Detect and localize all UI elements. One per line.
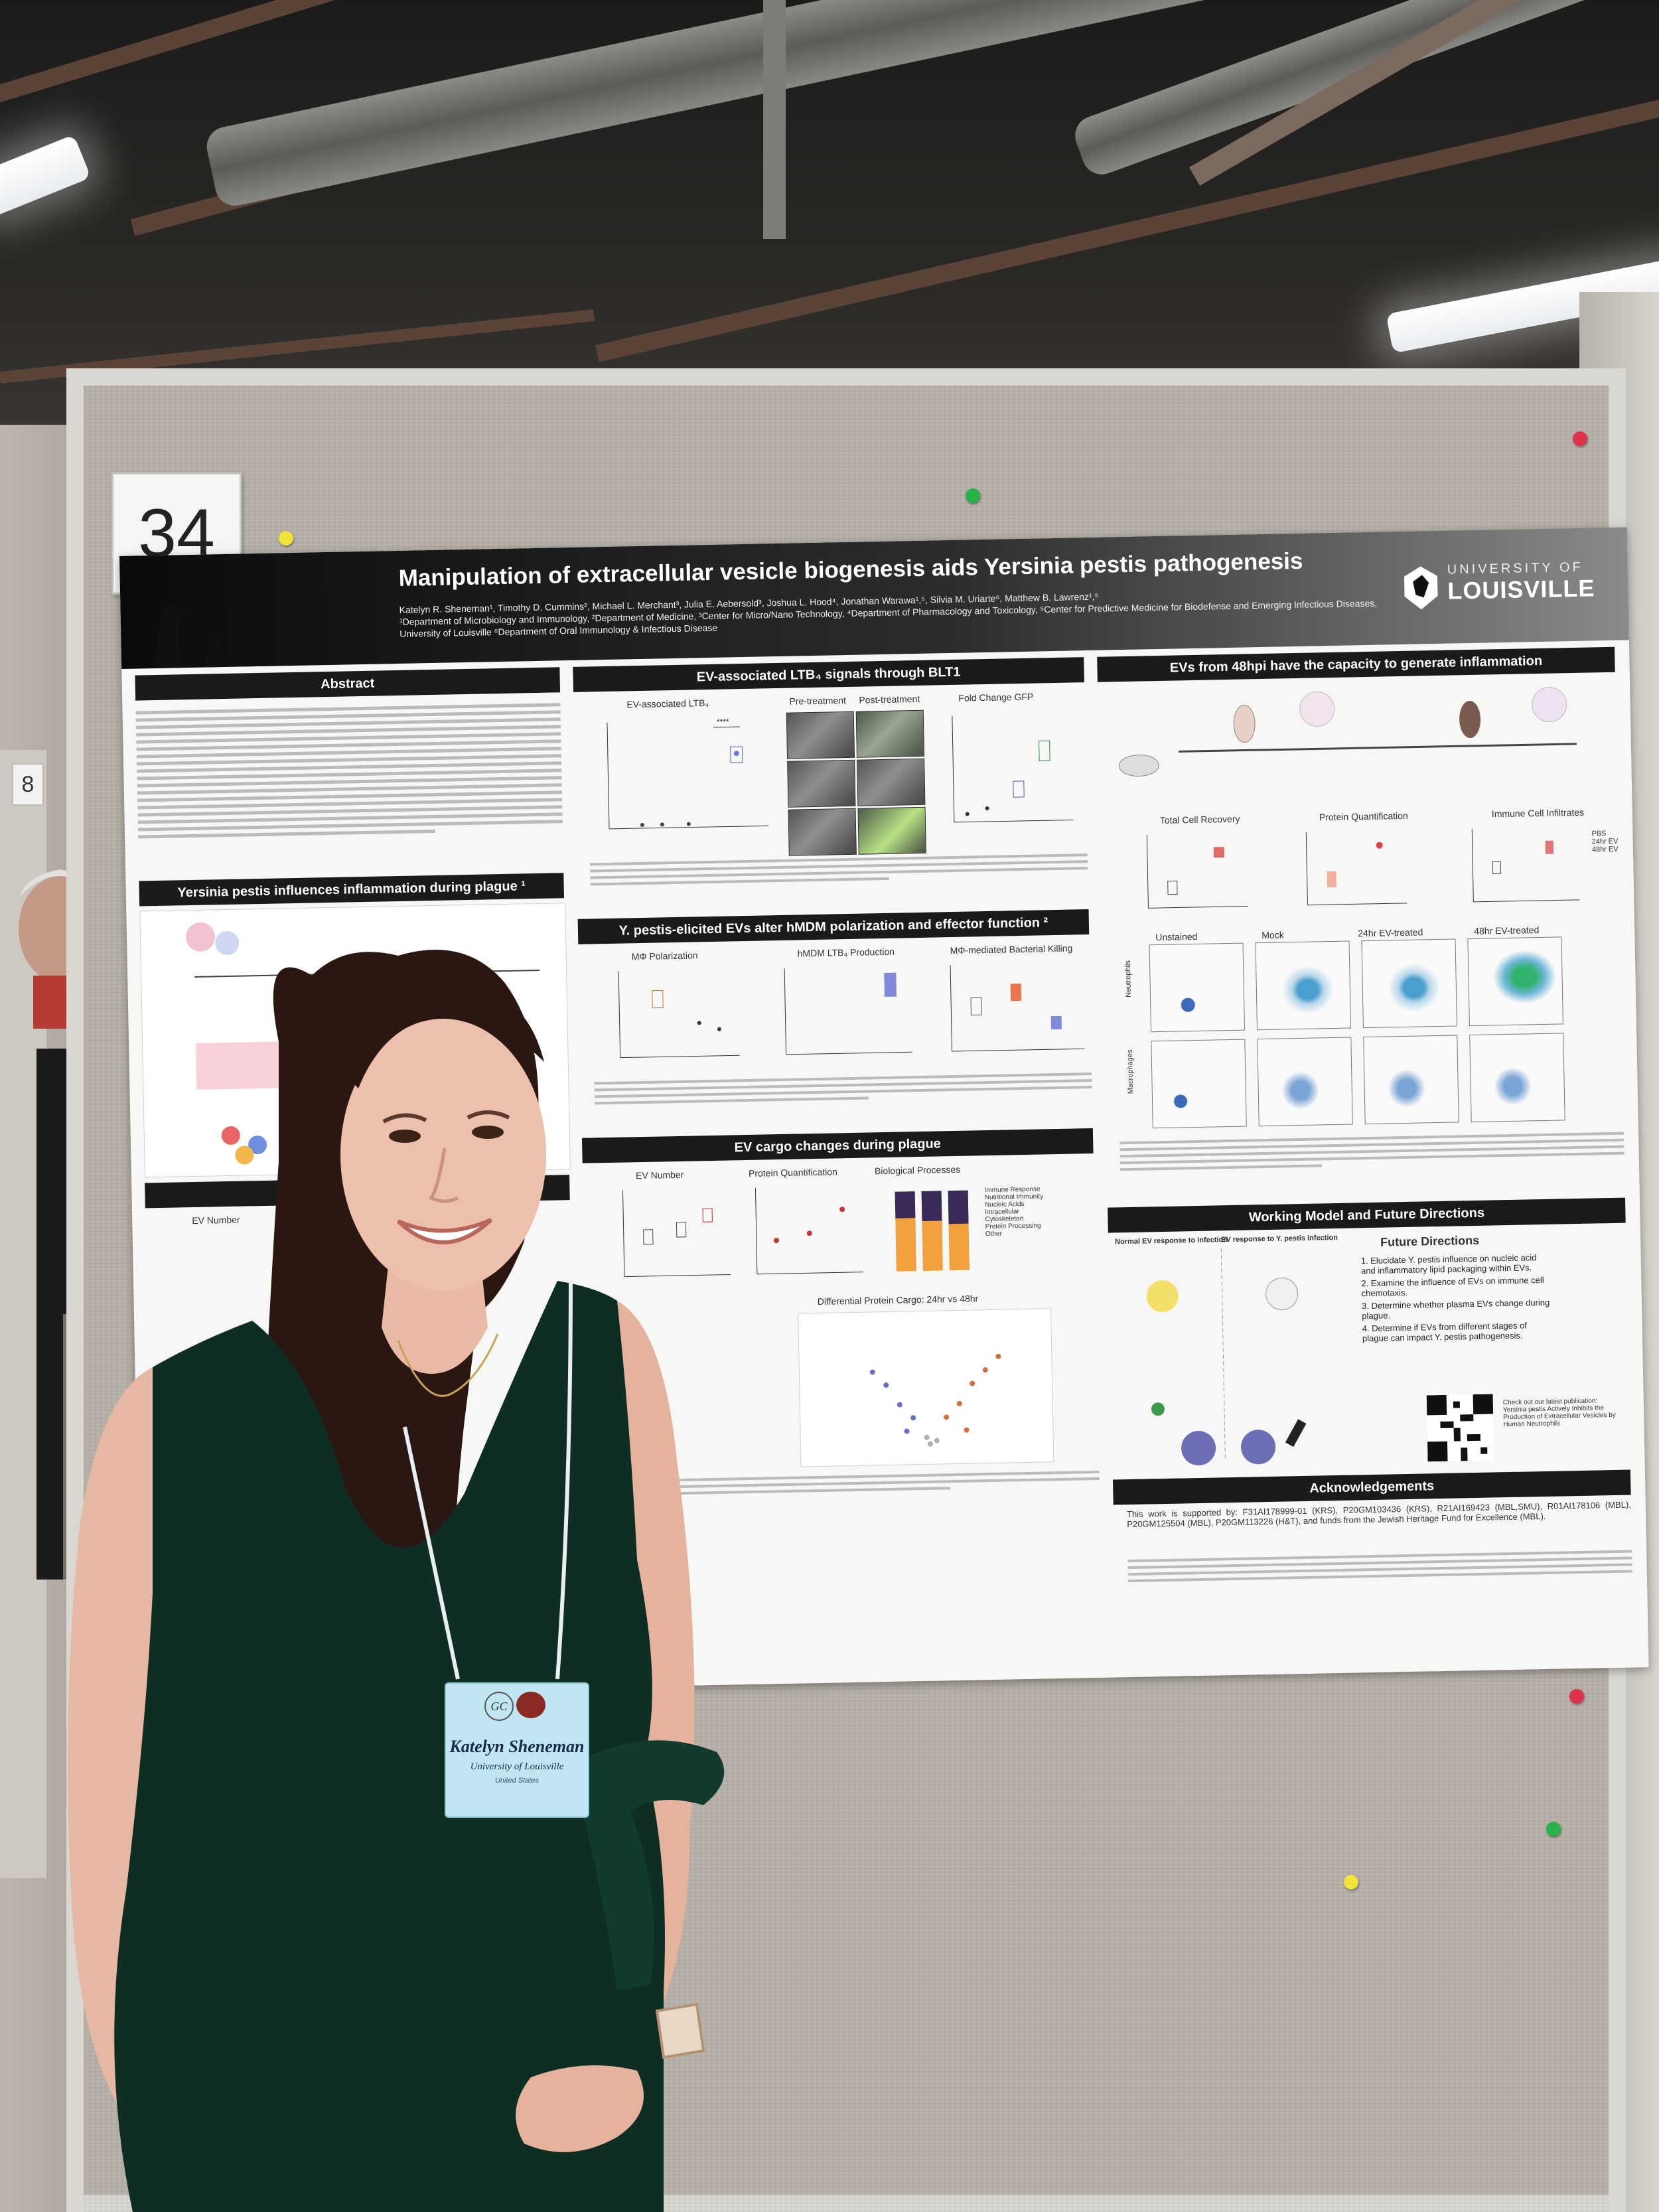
dress-belt-bow	[584, 1740, 725, 1991]
plague-doctor-icon	[155, 605, 280, 669]
badge-emblem	[516, 1692, 545, 1718]
left-eye	[389, 1130, 421, 1143]
badge-country: United States	[494, 1777, 540, 1785]
push-pin	[1569, 1689, 1584, 1704]
lanyard	[403, 1280, 573, 1680]
smile	[396, 1218, 493, 1244]
volcano-plot	[798, 1308, 1054, 1467]
right-eye	[472, 1126, 504, 1139]
name-badge: GC Katelyn Sheneman University of Louisv…	[445, 1682, 589, 1818]
neighbor-booth-number: 8	[12, 763, 44, 806]
push-pin	[1573, 431, 1587, 446]
nose	[429, 1147, 459, 1203]
push-pin	[1344, 1875, 1358, 1889]
ltb4-bar-plot: ****	[607, 717, 768, 830]
poster-header: Manipulation of extracellular vesicle bi…	[119, 527, 1629, 669]
dress	[114, 1281, 665, 2212]
necklace	[397, 1333, 499, 1397]
cargo-plots	[622, 1187, 970, 1278]
right-eyebrow	[467, 1110, 510, 1120]
cardinal-icon	[1404, 566, 1438, 610]
pipe	[763, 0, 786, 239]
gfp-plot	[952, 715, 1074, 823]
hair-front	[338, 982, 544, 1088]
push-pin	[1546, 1822, 1561, 1836]
svg-text:****: ****	[717, 717, 729, 726]
volcano-points	[869, 1353, 1001, 1447]
push-pin	[279, 531, 293, 546]
hair-side	[302, 1088, 352, 1294]
conference-logo: GC	[484, 1692, 514, 1721]
push-pin	[966, 488, 980, 503]
qr-code-icon	[1426, 1394, 1494, 1462]
experimental-design-diagram	[1118, 687, 1577, 777]
inflammation-plots	[1146, 828, 1580, 909]
working-model-diagram	[1146, 1248, 1307, 1466]
badge-university: University of Louisville	[470, 1761, 564, 1772]
badge-name: Katelyn Sheneman	[449, 1737, 585, 1756]
hands	[516, 2065, 644, 2152]
hmdm-plots	[618, 965, 1085, 1059]
watch	[655, 2002, 705, 2059]
research-poster: Manipulation of extracellular vesicle bi…	[119, 527, 1649, 1696]
left-eyebrow	[382, 1113, 427, 1124]
